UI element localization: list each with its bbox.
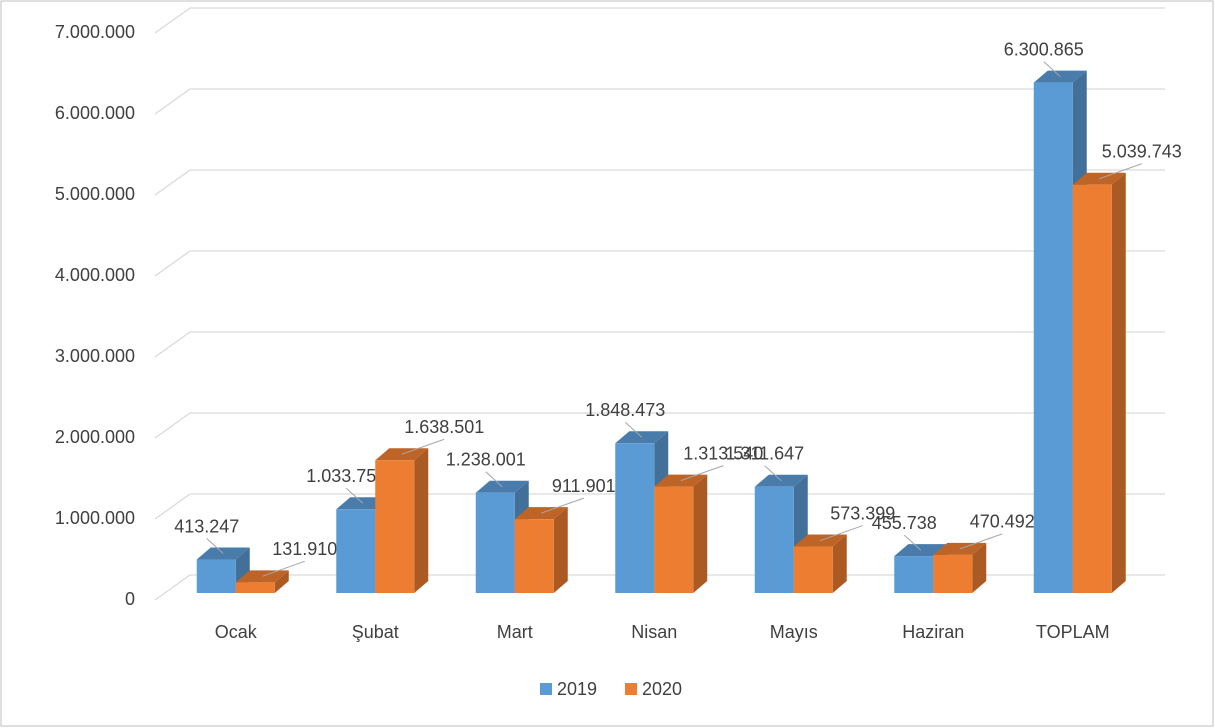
leader-line <box>1099 163 1142 180</box>
legend-swatch <box>625 683 637 695</box>
x-tick-label: Haziran <box>902 622 964 642</box>
x-tick-label: Nisan <box>631 622 677 642</box>
y-tick-label: 2.000.000 <box>55 427 135 447</box>
data-label: 1.638.501 <box>404 417 484 437</box>
bar <box>336 509 376 593</box>
data-label: 1.238.001 <box>446 449 526 469</box>
leader-line <box>262 560 305 577</box>
y-tick-label: 0 <box>125 589 135 609</box>
legend-label: 2020 <box>642 679 682 699</box>
data-label: 6.300.865 <box>1004 39 1084 59</box>
data-label: 573.399 <box>830 503 895 523</box>
bar <box>1072 184 1112 593</box>
x-tick-label: Ocak <box>215 622 258 642</box>
leader-line <box>485 471 503 488</box>
leader-line <box>1043 61 1061 77</box>
bar <box>933 554 973 593</box>
data-label: 5.039.743 <box>1102 142 1182 162</box>
data-label: 911.901 <box>552 476 616 496</box>
grid-line <box>154 574 191 601</box>
data-label: 455.738 <box>872 513 937 533</box>
grid-line <box>154 169 191 196</box>
legend-label: 2019 <box>557 679 597 699</box>
leader-line <box>541 497 584 514</box>
leader-line <box>206 538 224 554</box>
data-label: 1.848.473 <box>585 400 665 420</box>
bar-side <box>414 448 429 593</box>
leader-line <box>764 465 782 482</box>
bar-side <box>693 474 708 593</box>
bar <box>375 460 415 593</box>
y-tick-label: 1.000.000 <box>55 508 135 528</box>
bar <box>654 486 694 593</box>
data-label: 1.033.759 <box>306 466 386 486</box>
data-label: 131.910 <box>272 539 337 559</box>
x-tick-label: Mart <box>497 622 533 642</box>
grid-line <box>154 412 191 439</box>
data-label: 1.313.540 <box>683 443 763 463</box>
leader-line <box>959 533 1003 550</box>
data-label: 470.492 <box>970 512 1035 532</box>
leader-line <box>820 525 863 542</box>
y-tick-label: 4.000.000 <box>55 265 135 285</box>
bar <box>615 443 655 593</box>
bar-side <box>553 507 568 593</box>
y-tick-label: 3.000.000 <box>55 346 135 366</box>
x-tick-label: Mayıs <box>770 622 818 642</box>
y-tick-label: 7.000.000 <box>55 22 135 42</box>
y-tick-label: 5.000.000 <box>55 184 135 204</box>
leader-line <box>680 465 724 482</box>
legend-swatch <box>540 683 552 695</box>
bar-side <box>1111 172 1126 593</box>
data-label: 1.311.647 <box>725 444 804 464</box>
bar <box>754 486 794 593</box>
y-tick-label: 6.000.000 <box>55 103 135 123</box>
bar <box>514 519 554 593</box>
grid-line <box>154 493 191 520</box>
bar <box>235 582 275 593</box>
bar <box>196 559 236 593</box>
grid-line <box>154 331 191 358</box>
bar <box>475 492 515 593</box>
x-tick-label: Şubat <box>352 622 399 642</box>
bar-side <box>972 542 987 593</box>
leader-line <box>624 421 643 438</box>
grid-line <box>154 88 191 115</box>
leader-line <box>345 487 364 504</box>
bar <box>894 556 934 593</box>
bar <box>1033 82 1073 593</box>
x-tick-label: TOPLAM <box>1036 622 1110 642</box>
leader-line <box>903 534 922 551</box>
grid-line <box>154 250 191 277</box>
bar-side <box>832 534 847 593</box>
grid-line <box>154 7 191 34</box>
data-label: 413.247 <box>174 516 239 536</box>
bar <box>793 546 833 593</box>
bar-side <box>274 570 289 593</box>
leader-line <box>401 438 445 455</box>
